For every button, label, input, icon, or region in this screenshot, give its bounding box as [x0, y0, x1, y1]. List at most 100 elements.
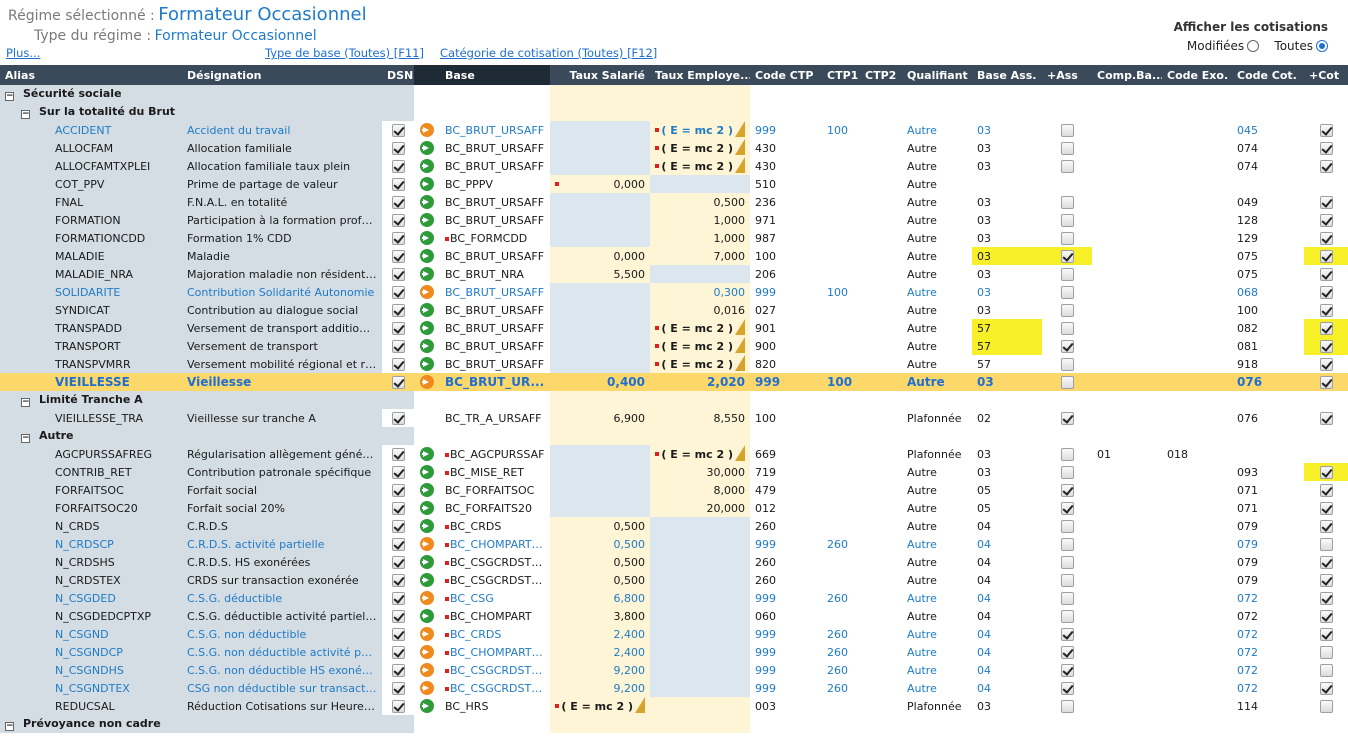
base-ass-cell[interactable]: 03: [972, 373, 1042, 391]
plus-ass-checkbox[interactable]: [1060, 465, 1074, 479]
code-ctp-cell[interactable]: 100: [750, 409, 822, 427]
arrow-cell[interactable]: [414, 535, 440, 553]
plus-cot-checkbox[interactable]: [1319, 321, 1333, 335]
code-cot-cell[interactable]: 081: [1232, 337, 1304, 355]
designation-cell[interactable]: Régularisation allègement général de ...: [182, 445, 382, 463]
base-ass-cell[interactable]: 03: [972, 193, 1042, 211]
table-row[interactable]: TRANSPVMRR Versement mobilité régional et…: [0, 355, 1348, 373]
dsn-cell[interactable]: [382, 139, 414, 157]
table-row[interactable]: TRANSPORT Versement de transport BC_BRUT_U…: [0, 337, 1348, 355]
plus-cot-checkbox[interactable]: [1319, 141, 1333, 155]
group-row[interactable]: − Sécurité sociale: [0, 85, 1348, 103]
base-ass-cell[interactable]: 04: [972, 553, 1042, 571]
code-cot-cell[interactable]: 079: [1232, 517, 1304, 535]
plus-ass-cell[interactable]: [1042, 121, 1092, 139]
ctp1-cell[interactable]: 260: [822, 661, 860, 679]
comp-base-cell[interactable]: [1092, 481, 1162, 499]
code-cot-cell[interactable]: 049: [1232, 193, 1304, 211]
designation-cell[interactable]: C.S.G. non déductible HS exonérées: [182, 661, 382, 679]
alias-cell[interactable]: FORMATION: [0, 211, 182, 229]
code-exo-cell[interactable]: [1162, 301, 1232, 319]
taux-salarie-cell[interactable]: 0,500: [550, 535, 650, 553]
qualifiant-cell[interactable]: Plafonnée: [902, 697, 972, 715]
plus-cot-checkbox[interactable]: [1319, 411, 1333, 425]
arrow-cell[interactable]: [414, 229, 440, 247]
taux-salarie-cell[interactable]: [550, 211, 650, 229]
code-exo-cell[interactable]: [1162, 625, 1232, 643]
ctp2-cell[interactable]: [860, 139, 902, 157]
alias-cell[interactable]: N_CRDSHS: [0, 553, 182, 571]
column-header[interactable]: Base Ass.: [972, 65, 1042, 85]
code-exo-cell[interactable]: [1162, 607, 1232, 625]
dsn-checkbox[interactable]: [391, 231, 405, 245]
taux-employeur-cell[interactable]: 1,000: [650, 211, 750, 229]
table-row[interactable]: N_CSGDED C.S.G. déductible BC_CSG 6,800 999 2…: [0, 589, 1348, 607]
arrow-cell[interactable]: [414, 499, 440, 517]
plus-ass-checkbox[interactable]: [1060, 645, 1074, 659]
plus-ass-cell[interactable]: [1042, 409, 1092, 427]
column-header[interactable]: Code Exo.: [1162, 65, 1232, 85]
plus-cot-checkbox[interactable]: [1319, 627, 1333, 641]
arrow-right-icon[interactable]: [420, 627, 434, 641]
table-row[interactable]: MALADIE Maladie BC_BRUT_URSAFF 0,000 7,000 10…: [0, 247, 1348, 265]
code-cot-cell[interactable]: 072: [1232, 607, 1304, 625]
plus-ass-cell[interactable]: [1042, 373, 1092, 391]
plus-ass-checkbox[interactable]: [1060, 537, 1074, 551]
comp-base-cell[interactable]: [1092, 409, 1162, 427]
arrow-right-icon[interactable]: [420, 465, 434, 479]
code-cot-cell[interactable]: 072: [1232, 589, 1304, 607]
qualifiant-cell[interactable]: Autre: [902, 499, 972, 517]
arrow-cell[interactable]: [414, 337, 440, 355]
ctp1-cell[interactable]: [822, 337, 860, 355]
arrow-cell[interactable]: [414, 625, 440, 643]
plus-ass-checkbox[interactable]: [1060, 627, 1074, 641]
plus-cot-cell[interactable]: [1304, 517, 1348, 535]
arrow-right-icon[interactable]: [420, 267, 434, 281]
taux-employeur-cell[interactable]: [650, 643, 750, 661]
ctp2-cell[interactable]: [860, 337, 902, 355]
plus-ass-checkbox[interactable]: [1060, 159, 1074, 173]
plus-cot-checkbox[interactable]: [1319, 231, 1333, 245]
plus-cot-cell[interactable]: [1304, 679, 1348, 697]
dsn-checkbox[interactable]: [391, 501, 405, 515]
taux-employeur-cell[interactable]: [650, 589, 750, 607]
ctp1-cell[interactable]: [822, 319, 860, 337]
base-ass-cell[interactable]: 03: [972, 463, 1042, 481]
ctp1-cell[interactable]: 260: [822, 625, 860, 643]
taux-salarie-cell[interactable]: [550, 283, 650, 301]
code-cot-cell[interactable]: 129: [1232, 229, 1304, 247]
dsn-checkbox[interactable]: [391, 177, 405, 191]
arrow-right-icon[interactable]: [420, 501, 434, 515]
alias-cell[interactable]: FORFAITSOC20: [0, 499, 182, 517]
arrow-right-icon[interactable]: [420, 357, 434, 371]
code-cot-cell[interactable]: 072: [1232, 643, 1304, 661]
code-exo-cell[interactable]: [1162, 661, 1232, 679]
ctp1-cell[interactable]: [822, 355, 860, 373]
base-ass-cell[interactable]: 03: [972, 265, 1042, 283]
dsn-checkbox[interactable]: [391, 141, 405, 155]
column-header[interactable]: +Cot: [1304, 65, 1348, 85]
table-row[interactable]: N_CSGNDTEX CSG non déductible sur transac…: [0, 679, 1348, 697]
code-exo-cell[interactable]: [1162, 121, 1232, 139]
code-cot-cell[interactable]: 072: [1232, 625, 1304, 643]
alias-cell[interactable]: FORFAITSOC: [0, 481, 182, 499]
taux-employeur-cell[interactable]: [650, 607, 750, 625]
column-header[interactable]: Comp.Ba...: [1092, 65, 1162, 85]
arrow-right-icon[interactable]: [420, 537, 434, 551]
group-row[interactable]: − Sur la totalité du Brut: [0, 103, 1348, 121]
plus-cot-cell[interactable]: [1304, 139, 1348, 157]
designation-cell[interactable]: C.R.D.S. activité partielle: [182, 535, 382, 553]
dsn-checkbox[interactable]: [391, 249, 405, 263]
taux-employeur-cell[interactable]: 30,000: [650, 463, 750, 481]
comp-base-cell[interactable]: [1092, 193, 1162, 211]
ctp1-cell[interactable]: [822, 499, 860, 517]
taux-employeur-cell[interactable]: [650, 661, 750, 679]
ctp2-cell[interactable]: [860, 265, 902, 283]
alias-cell[interactable]: N_CRDS: [0, 517, 182, 535]
designation-cell[interactable]: Contribution au dialogue social: [182, 301, 382, 319]
ctp2-cell[interactable]: [860, 571, 902, 589]
plus-cot-cell[interactable]: [1304, 157, 1348, 175]
base-ass-cell[interactable]: 03: [972, 247, 1042, 265]
table-row[interactable]: FNAL F.N.A.L. en totalité BC_BRUT_URSAFF 0,…: [0, 193, 1348, 211]
column-header[interactable]: Taux Employe...: [650, 65, 750, 85]
